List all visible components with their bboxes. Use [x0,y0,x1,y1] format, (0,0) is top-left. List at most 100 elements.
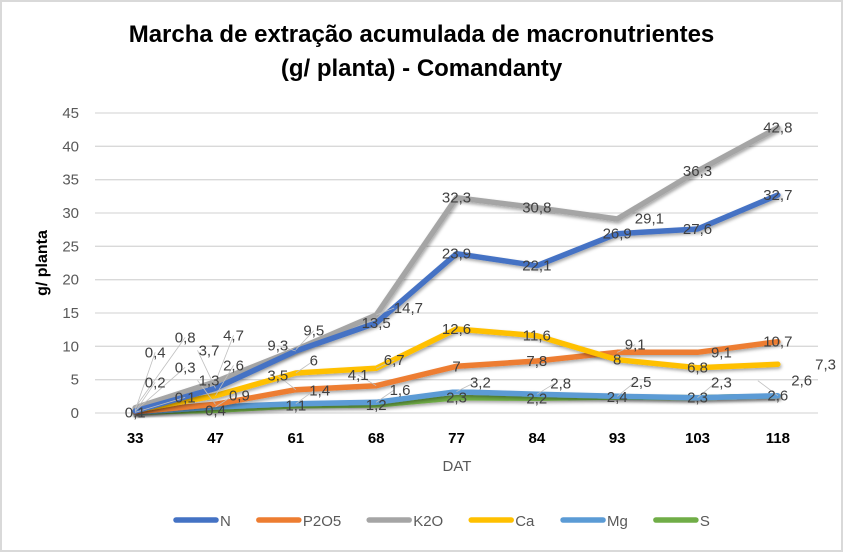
label-leader-lines [134,307,779,413]
leader-line-k2o [134,337,186,408]
data-label-n: 0,3 [175,359,196,376]
x-tick-label: 68 [368,430,385,447]
legend-item-ca[interactable]: Ca [468,513,535,530]
leader-line-s [135,396,186,413]
x-tick-label: 47 [207,430,224,447]
x-tick-label: 77 [448,430,465,447]
chart-title-line-2: (g/ planta) - Comandanty [280,55,563,82]
leader-line-n [277,345,296,352]
y-tick-label: 25 [62,238,79,255]
data-label-ca: 11,6 [523,328,551,345]
x-axis-title: DAT [443,458,472,475]
leader-line-ca [375,359,395,369]
leader-line-ca [134,352,156,411]
data-label-k2o: 36,3 [683,163,712,180]
data-label-k2o: 29,1 [635,211,664,228]
series-lines [132,124,781,416]
y-tick-label: 20 [62,272,79,289]
data-label-ca: 6,8 [687,360,708,377]
legend-item-n[interactable]: N [173,513,231,530]
legend-label: K2O [413,513,443,530]
data-label-mg: 0,1 [125,404,146,421]
leader-line-s [757,380,779,396]
legend-label: P2O5 [303,513,341,530]
data-label-n: 13,5 [362,315,391,332]
data-label-mg: 3,2 [470,375,491,392]
y-tick-label: 30 [62,205,79,222]
data-label-s: 2,2 [526,390,547,407]
data-label-k2o: 32,3 [442,190,471,207]
legend-item-s[interactable]: S [653,513,710,530]
data-label-k2o: 0,8 [175,329,196,346]
data-label-p2o5: 4,1 [348,367,369,384]
leader-line-mg [215,394,234,408]
leader-line-mg [616,381,636,397]
legend-label: Mg [607,513,628,530]
series-line-p2o5 [132,338,781,415]
data-label-n: 26,9 [603,226,632,243]
data-label-ca: 8 [613,352,621,369]
leader-line-k2o [376,307,395,316]
data-label-k2o: 4,7 [223,327,244,344]
legend-label: N [220,513,231,530]
x-tick-label: 118 [766,430,790,447]
data-label-ca: 0,4 [145,344,166,361]
leader-line-ca [215,365,234,396]
chart-title-line-1: Marcha de extração acumulada de macronut… [128,21,715,48]
data-label-k2o: 42,8 [763,120,792,137]
leader-line-mg [536,382,556,395]
y-axis-ticks: 0 5 10 15 20 25 30 35 40 45 [62,105,79,422]
y-tick-label: 45 [62,105,79,122]
leader-line-mg [456,382,475,393]
legend-item-mg[interactable]: Mg [560,513,628,530]
x-tick-label: 103 [685,430,710,447]
x-axis-ticks: 33 47 61 68 77 84 93 103 118 [127,430,790,447]
data-label-n: 27,6 [683,221,712,238]
leader-line-n [134,367,186,412]
data-label-p2o5: 10,7 [763,334,792,351]
legend-item-p2o5[interactable]: P2O5 [256,513,341,530]
leader-line-s [697,382,716,398]
data-label-ca: 12,6 [442,321,471,338]
data-label-ca: 7,3 [815,356,836,373]
leader-line-p2o5 [357,374,377,387]
data-label-n: 3,7 [199,342,220,359]
legend-label: Ca [515,513,535,530]
data-label-mg: 2,3 [687,390,708,407]
y-tick-label: 35 [62,172,79,189]
leader-line-p2o5 [617,344,636,353]
leader-line-k2o [215,335,234,382]
data-label-ca: 2,6 [223,357,244,374]
legend-item-k2o[interactable]: K2O [366,513,443,530]
data-label-s: 2,3 [446,390,467,407]
legend: N P2O5 K2O Ca Mg S [173,513,710,530]
data-label-s: 0,1 [175,389,196,406]
leader-line-p2o5 [197,380,216,405]
series-line-k2o [132,124,781,411]
x-tick-label: 61 [287,430,304,447]
data-label-s: 2,4 [607,389,628,406]
leader-line-p2o5 [134,382,156,412]
data-label-mg: 1,6 [390,382,411,399]
data-label-p2o5: 9,1 [625,337,646,354]
data-label-mg: 2,6 [767,388,788,405]
data-label-p2o5: 7,8 [526,353,547,370]
y-tick-label: 10 [62,338,79,355]
x-tick-label: 33 [127,430,144,447]
data-label-n: 22,1 [522,258,551,275]
data-label-mg: 1,4 [309,383,330,400]
data-label-k2o: 9,5 [303,323,324,340]
data-label-p2o5: 0,2 [145,374,166,391]
data-label-p2o5: 1,3 [199,372,220,389]
chart-title: Marcha de extração acumulada de macronut… [0,18,843,86]
data-label-n: 23,9 [442,246,471,263]
legend-label: S [700,513,710,530]
data-label-p2o5: 7 [452,358,460,375]
y-tick-label: 15 [62,305,79,322]
data-label-mg: 0,9 [229,387,250,404]
y-tick-label: 5 [71,372,79,389]
data-label-s: 0,4 [205,402,226,419]
leader-line-mg [295,390,315,404]
